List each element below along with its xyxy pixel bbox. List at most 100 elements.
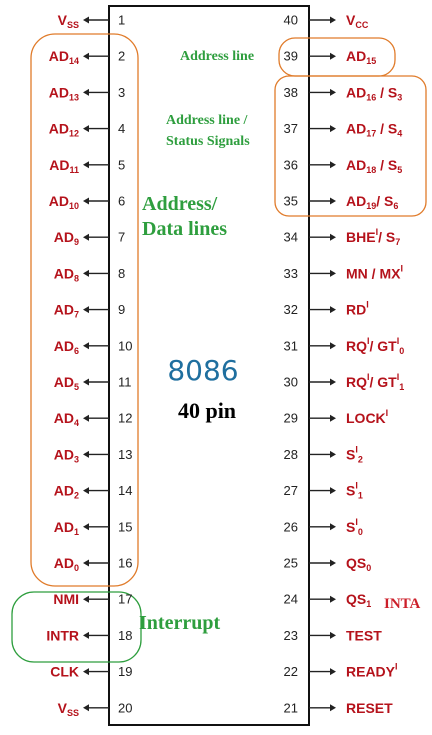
pin-label-subscript: 7 bbox=[74, 310, 79, 320]
pin-number: 3 bbox=[118, 85, 125, 100]
left-pin-group: 1VSS2AD143AD134AD125AD116AD107AD98AD89AD… bbox=[46, 12, 132, 718]
arrow-right-icon bbox=[330, 704, 336, 712]
pin-number: 21 bbox=[284, 700, 298, 715]
pin-number: 25 bbox=[284, 556, 298, 571]
pin-label-subscript: 0 bbox=[74, 563, 79, 573]
pin-label-main: AD bbox=[54, 265, 74, 281]
pin-number: 4 bbox=[118, 121, 125, 136]
pin-label-part: S bbox=[346, 446, 355, 462]
pin-label-part: I bbox=[395, 662, 398, 672]
pin-label-part: RQ bbox=[346, 374, 367, 390]
pin-label-main: AD bbox=[54, 302, 74, 318]
pin-label-part: TEST bbox=[346, 627, 382, 643]
arrow-right-icon bbox=[330, 450, 336, 458]
pin-label-part: 17 bbox=[366, 129, 376, 139]
arrow-left-icon bbox=[83, 631, 89, 639]
pin-number: 30 bbox=[284, 375, 298, 390]
pin-number: 39 bbox=[284, 49, 298, 64]
pin-label-part: I bbox=[397, 372, 400, 382]
pin-label: VSS bbox=[58, 12, 79, 30]
chip-body bbox=[108, 5, 310, 726]
pin-label-part: RD bbox=[346, 302, 366, 318]
pin-label-part: AD bbox=[346, 193, 366, 209]
arrow-left-icon bbox=[83, 523, 89, 531]
pin-label-part: 19 bbox=[366, 201, 376, 211]
pin-number: 20 bbox=[118, 700, 132, 715]
pin-label-part: / GT bbox=[370, 374, 398, 390]
pin-label-part: 1 bbox=[358, 491, 363, 501]
arrow-left-icon bbox=[83, 668, 89, 676]
arrow-left-icon bbox=[83, 559, 89, 567]
pin-label: AD7 bbox=[54, 302, 79, 320]
pin-number: 15 bbox=[118, 519, 132, 534]
pin-label-part: READY bbox=[346, 664, 396, 680]
pin-number: 13 bbox=[118, 447, 132, 462]
pin-label-part: 5 bbox=[397, 165, 402, 175]
arrow-right-icon bbox=[330, 52, 336, 60]
arrow-right-icon bbox=[330, 487, 336, 495]
arrow-right-icon bbox=[330, 559, 336, 567]
pin-label-main: CLK bbox=[50, 664, 79, 680]
pin-label-subscript: 8 bbox=[74, 273, 79, 283]
pin-label-part: / GT bbox=[370, 338, 398, 354]
pin-label-subscript: 14 bbox=[69, 56, 79, 66]
pin-number: 38 bbox=[284, 85, 298, 100]
arrow-left-icon bbox=[83, 269, 89, 277]
pin-label-part: RESET bbox=[346, 700, 393, 716]
pin-label-subscript: SS bbox=[67, 20, 79, 30]
pin-label-subscript: 10 bbox=[69, 201, 79, 211]
pin-label-part: AD bbox=[346, 121, 366, 137]
arrow-right-icon bbox=[330, 414, 336, 422]
arrow-left-icon bbox=[83, 487, 89, 495]
pin-label-part: I bbox=[355, 481, 358, 491]
pin-label-subscript: 13 bbox=[69, 92, 79, 102]
arrow-right-icon bbox=[330, 161, 336, 169]
pin-label: READYI bbox=[346, 662, 398, 680]
pin-label: AD2 bbox=[54, 483, 79, 501]
pin-label-subscript: 6 bbox=[74, 346, 79, 356]
pin-label: AD0 bbox=[54, 555, 79, 573]
pin-label: AD14 bbox=[49, 48, 79, 66]
annotation-interrupt: Interrupt bbox=[139, 612, 220, 634]
pin-label-part: I bbox=[355, 444, 358, 454]
pin-number: 7 bbox=[118, 230, 125, 245]
pin-label: AD13 bbox=[49, 84, 79, 102]
arrow-left-icon bbox=[83, 233, 89, 241]
pin-label: INTR bbox=[46, 627, 79, 643]
pin-number: 17 bbox=[118, 592, 132, 607]
pin-label-part: / S bbox=[376, 157, 397, 173]
pin-label-part: 18 bbox=[366, 165, 376, 175]
arrow-left-icon bbox=[83, 306, 89, 314]
arrow-right-icon bbox=[330, 342, 336, 350]
annotation-address-data-2: Data lines bbox=[142, 218, 227, 240]
pin-label: AD16 / S3 bbox=[346, 84, 402, 102]
pin-label: RQI/ GTI0 bbox=[346, 336, 404, 356]
pin-label: AD4 bbox=[54, 410, 79, 428]
pin-label: BHEI/ S7 bbox=[346, 227, 400, 247]
pin-label: RQI/ GTI1 bbox=[346, 372, 404, 392]
pin-label-main: V bbox=[58, 12, 68, 28]
pin-label-subscript: 9 bbox=[74, 237, 79, 247]
address-data-bracket bbox=[30, 33, 139, 587]
pin-label: AD10 bbox=[49, 193, 79, 211]
pin-label: AD9 bbox=[54, 229, 79, 247]
pin-label-main: AD bbox=[54, 410, 74, 426]
pin-number: 11 bbox=[118, 375, 132, 390]
pin-label: AD17 / S4 bbox=[346, 121, 402, 139]
pin-label: VCC bbox=[346, 12, 369, 30]
arrow-left-icon bbox=[83, 595, 89, 603]
pin-label-subscript: 12 bbox=[69, 129, 79, 139]
arrow-right-icon bbox=[330, 269, 336, 277]
pin-number: 14 bbox=[118, 483, 132, 498]
arrow-left-icon bbox=[83, 197, 89, 205]
arrow-left-icon bbox=[83, 161, 89, 169]
arrow-left-icon bbox=[83, 16, 89, 24]
arrow-left-icon bbox=[83, 414, 89, 422]
pin-label-main: AD bbox=[49, 121, 69, 137]
pin-label-part: 1 bbox=[366, 599, 371, 609]
pin-label-part: 2 bbox=[358, 454, 363, 464]
annotation-address-status-1: Address line / bbox=[166, 113, 249, 128]
pin-number: 22 bbox=[284, 664, 298, 679]
pin-label-part: I bbox=[355, 517, 358, 527]
